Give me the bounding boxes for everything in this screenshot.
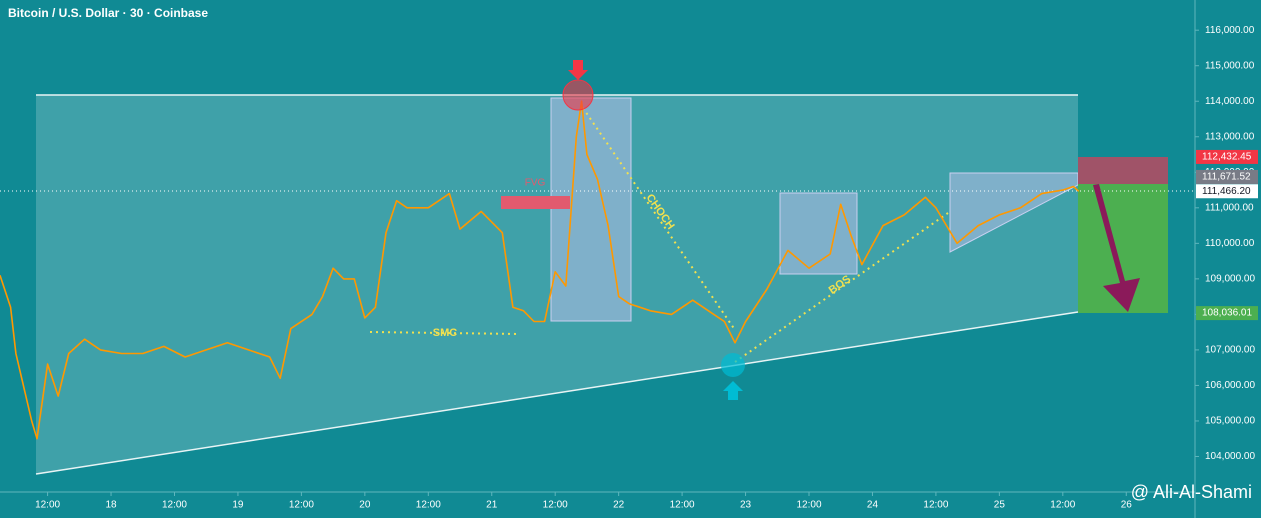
stop-zone xyxy=(1078,157,1168,184)
price-tag-label: 111,466.20 xyxy=(1202,186,1251,197)
x-tick-label: 26 xyxy=(1121,500,1133,511)
price-tag xyxy=(1196,184,1258,199)
price-line xyxy=(0,100,1080,440)
x-tick-label: 22 xyxy=(613,500,625,511)
x-tick-label: 12:00 xyxy=(1050,500,1075,511)
smc-line xyxy=(369,331,521,335)
forecast-arrow xyxy=(1093,184,1140,312)
x-tick-label: 12:00 xyxy=(289,500,314,511)
x-tick-label: 21 xyxy=(486,500,498,511)
price-tag-label: 111,671.52 xyxy=(1202,172,1251,183)
y-tick-label: 113,000.00 xyxy=(1205,131,1255,142)
down-icon xyxy=(568,60,588,80)
top-marker xyxy=(562,79,594,111)
box xyxy=(779,192,858,275)
fvg-box xyxy=(501,196,570,209)
price-tag-label: 112,432.45 xyxy=(1202,152,1252,163)
bottom-marker xyxy=(721,353,745,377)
x-tick-label: 18 xyxy=(105,500,117,511)
y-tick-label: 114,000.00 xyxy=(1205,96,1255,107)
y-tick-label: 104,000.00 xyxy=(1205,451,1255,462)
y-tick-label: 116,000.00 xyxy=(1205,25,1255,36)
chart-title: Bitcoin / U.S. Dollar · 30 · Coinbase xyxy=(8,6,208,20)
watermark: @ Ali-Al-Shami xyxy=(1131,482,1252,502)
x-tick-label: 20 xyxy=(359,500,371,511)
box xyxy=(550,97,632,322)
y-tick-label: 115,000.00 xyxy=(1205,60,1255,71)
x-tick-label: 12:00 xyxy=(923,500,948,511)
up-icon xyxy=(723,381,743,400)
x-tick-label: 12:00 xyxy=(162,500,187,511)
x-tick-label: 12:00 xyxy=(670,500,695,511)
y-tick-label: 111,000.00 xyxy=(1205,202,1254,213)
x-tick-label: 25 xyxy=(994,500,1006,511)
y-tick-label: 110,000.00 xyxy=(1205,238,1255,249)
y-tick-label: 106,000.00 xyxy=(1205,380,1255,391)
x-tick-label: 23 xyxy=(740,500,752,511)
x-tick-label: 12:00 xyxy=(35,500,60,511)
x-tick-label: 12:00 xyxy=(543,500,568,511)
y-tick-label: 105,000.00 xyxy=(1205,416,1255,427)
x-tick-label: 12:00 xyxy=(796,500,821,511)
price-tag xyxy=(1196,306,1258,321)
y-tick-label: 107,000.00 xyxy=(1205,345,1255,356)
annotation: SMC xyxy=(433,327,458,339)
price-tag xyxy=(1196,149,1258,164)
price-series xyxy=(0,100,1080,440)
x-tick-label: 24 xyxy=(867,500,879,511)
annotation: FVG xyxy=(525,178,546,189)
x-tick-label: 19 xyxy=(232,500,244,511)
y-tick-label: 109,000.00 xyxy=(1205,273,1255,284)
x-tick-label: 12:00 xyxy=(416,500,441,511)
price-tag-label: 108,036.01 xyxy=(1202,308,1252,319)
support-line xyxy=(35,311,1079,475)
price-tag xyxy=(1196,169,1258,184)
bos-line xyxy=(734,212,949,363)
